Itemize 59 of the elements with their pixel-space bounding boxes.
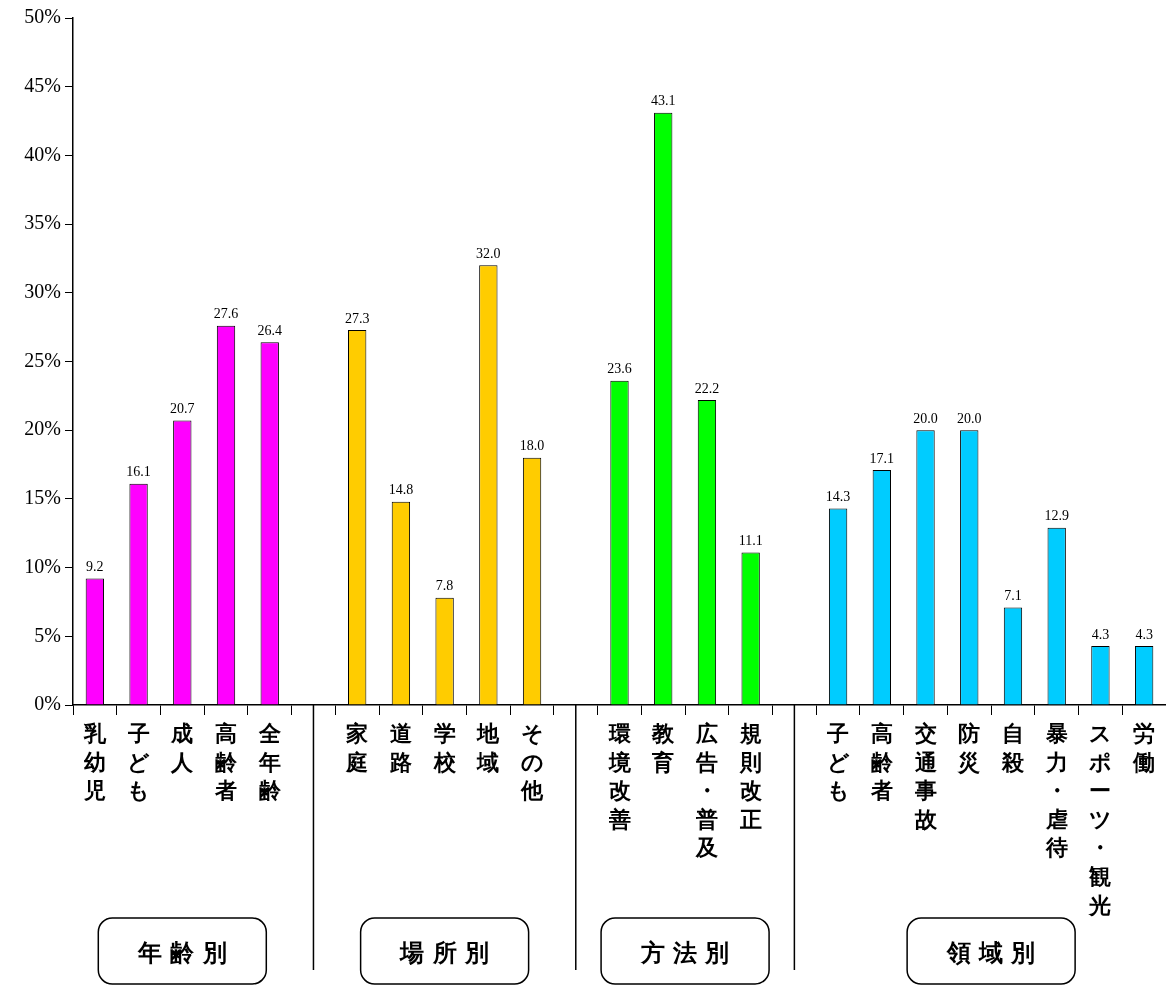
y-tick-label: 25% <box>24 348 61 371</box>
x-tick-label: 交通事故 <box>913 721 938 832</box>
x-tick-label: 高齢者 <box>869 721 894 804</box>
data-label: 14.8 <box>388 482 414 498</box>
y-tick-label: 20% <box>24 417 61 440</box>
data-label: 32.0 <box>476 245 501 261</box>
data-label: 20.0 <box>957 410 982 426</box>
text: 場 所 別 <box>399 939 489 968</box>
x-tick-label: 防災 <box>957 721 981 775</box>
data-label: 20.7 <box>170 401 195 417</box>
x-tick-label: 地域 <box>476 721 501 775</box>
text: 領 域 別 <box>945 939 1036 968</box>
x-tick-label: 道路 <box>388 721 412 775</box>
y-tick-label: 35% <box>24 211 61 234</box>
x-tick-label: 子ども <box>826 721 850 804</box>
data-label: 7.8 <box>435 578 454 594</box>
data-label: 26.4 <box>257 322 282 338</box>
data-label: 27.3 <box>344 310 370 326</box>
data-label: 27.6 <box>213 306 239 322</box>
data-label: 12.9 <box>1044 508 1069 524</box>
data-label: 16.1 <box>126 464 151 480</box>
text: 方 法 別 <box>639 939 730 968</box>
data-label: 18.0 <box>519 438 545 454</box>
x-tick-label: 規則改正 <box>738 721 762 832</box>
y-tick-label: 10% <box>24 554 61 577</box>
data-label: 11.1 <box>738 533 763 549</box>
x-tick-label: 全年齢 <box>257 721 282 804</box>
data-label: 14.3 <box>825 489 851 505</box>
x-tick-label: 子ども <box>126 721 151 804</box>
data-label: 20.0 <box>913 410 938 426</box>
x-tick-label: 環境改善 <box>607 721 632 832</box>
x-tick-label: 学校 <box>432 721 457 775</box>
y-tick-label: 15% <box>24 486 61 509</box>
data-label: 17.1 <box>869 450 895 466</box>
text: 年 齢 別 <box>136 939 227 968</box>
x-tick-label: 労働 <box>1132 721 1156 775</box>
x-tick-label: 高齢者 <box>214 721 239 804</box>
data-label: 4.3 <box>1091 626 1110 642</box>
x-tick-label: 成人 <box>170 721 195 775</box>
data-label: 23.6 <box>607 361 632 377</box>
x-tick-label: 乳幼児 <box>82 721 107 804</box>
data-label: 43.1 <box>650 93 676 109</box>
x-tick-label: 自殺 <box>1000 721 1025 775</box>
x-tick-label: 広告・普及 <box>694 721 718 861</box>
y-tick-label: 40% <box>24 142 61 165</box>
x-tick-label: 家庭 <box>345 721 369 775</box>
y-tick-label: 50% <box>24 5 61 28</box>
x-tick-label: 暴力・虐待 <box>1044 721 1068 861</box>
data-label: 9.2 <box>86 559 104 575</box>
data-label: 7.1 <box>1004 588 1022 604</box>
x-tick-label: その他 <box>520 721 545 804</box>
data-label: 4.3 <box>1135 626 1153 642</box>
y-tick-label: 5% <box>34 623 61 646</box>
y-tick-label: 30% <box>24 280 61 303</box>
y-tick-label: 0% <box>34 692 61 715</box>
x-tick-label: スポーツ・観光 <box>1087 721 1112 918</box>
y-tick-label: 45% <box>24 73 61 96</box>
data-label: 22.2 <box>694 380 720 396</box>
x-tick-label: 教育 <box>651 721 676 775</box>
